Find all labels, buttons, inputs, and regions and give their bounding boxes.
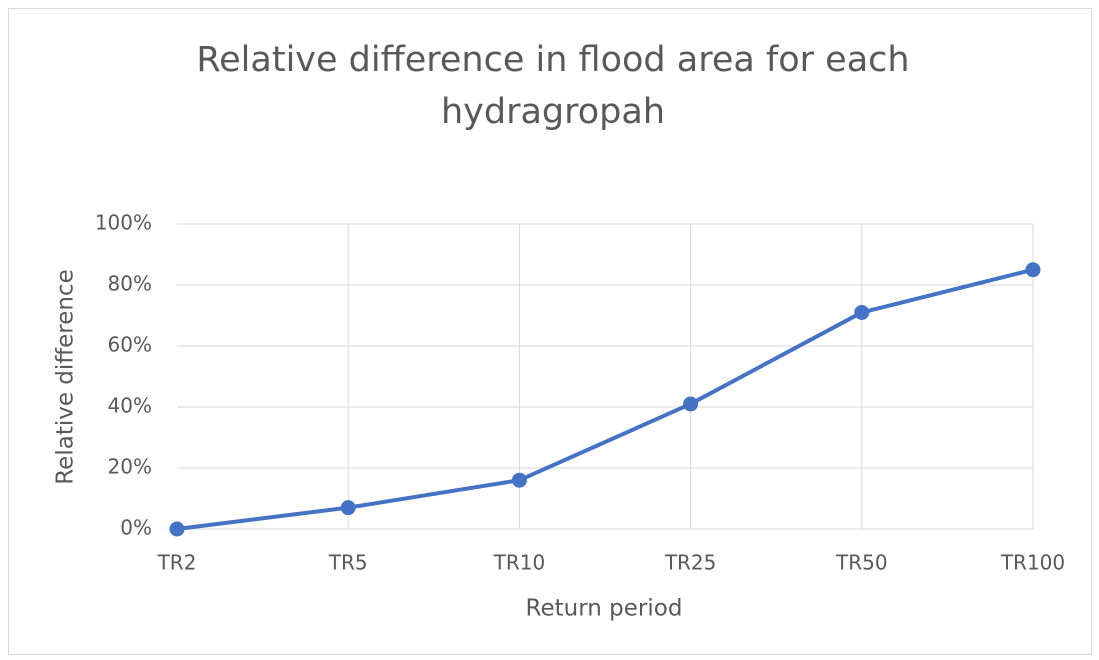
x-tick-label: TR10 bbox=[493, 551, 546, 575]
x-tick-label: TR5 bbox=[328, 551, 368, 575]
x-tick-label: TR25 bbox=[664, 551, 717, 575]
y-tick-label: 0% bbox=[120, 516, 152, 540]
y-tick-label: 60% bbox=[108, 333, 152, 357]
y-axis-label: Relative difference bbox=[53, 269, 79, 485]
x-tick-label: TR2 bbox=[157, 551, 197, 575]
chart-border bbox=[8, 8, 1092, 655]
y-tick-label: 80% bbox=[108, 272, 152, 296]
data-point bbox=[340, 500, 356, 516]
y-tick-label: 40% bbox=[108, 394, 152, 418]
data-point bbox=[169, 521, 185, 537]
chart-title: Relative difference in flood area for ea… bbox=[196, 40, 910, 132]
data-point bbox=[854, 304, 870, 320]
x-tick-label: TR100 bbox=[1000, 551, 1065, 575]
x-tick-label: TR50 bbox=[835, 551, 888, 575]
x-axis-label: Return period bbox=[526, 596, 683, 622]
y-tick-label: 100% bbox=[95, 211, 152, 235]
data-point bbox=[683, 396, 699, 412]
series-line bbox=[176, 267, 1034, 531]
y-tick-label: 20% bbox=[108, 455, 152, 479]
data-point bbox=[1025, 262, 1041, 278]
data-point bbox=[511, 472, 527, 488]
